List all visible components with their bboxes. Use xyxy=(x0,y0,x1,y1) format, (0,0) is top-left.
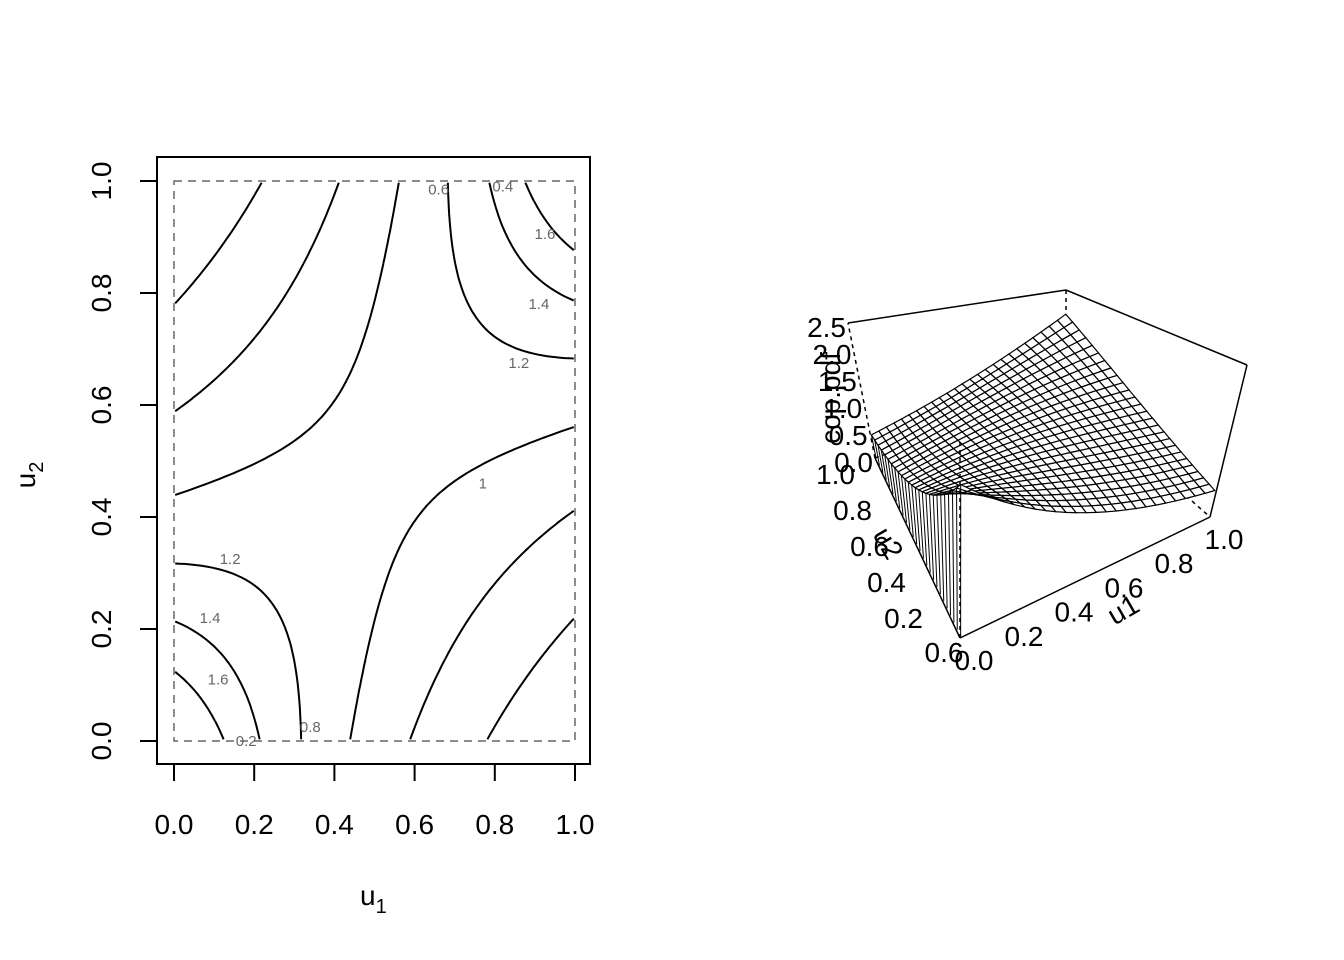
surface-skirt-line xyxy=(884,454,891,488)
y-tick-label: 0.8 xyxy=(86,274,117,313)
surface-skirt-line xyxy=(911,485,918,545)
box-edge xyxy=(874,457,961,639)
contour-label: 1.4 xyxy=(528,296,549,313)
surface-skirt-line xyxy=(894,467,901,509)
u1-tick-label: 0.0 xyxy=(955,645,994,676)
surface-skirt-line xyxy=(907,482,914,537)
contour-label: 0.4 xyxy=(492,179,513,196)
y-axis-title-main: u xyxy=(10,473,41,489)
surface-skirt-line xyxy=(944,494,948,609)
surface-skirt-line xyxy=(951,490,955,623)
u1-tick-label: 0.8 xyxy=(1155,548,1194,579)
z-tick-label: 1.0 xyxy=(823,393,862,424)
surface-3d-plot: 0.00.20.40.60.81.00.20.40.60.81.00.60.00… xyxy=(807,289,1248,676)
surface-skirt-line xyxy=(936,495,941,595)
y-tick-label: 0.6 xyxy=(86,386,117,425)
contour-lines xyxy=(174,182,575,740)
contour-label: 1.6 xyxy=(208,671,229,688)
x-tick-label: 0.6 xyxy=(395,809,434,840)
contour-plot: 0.20.81.21.41.611.21.41.60.6 0.4 0.0 0.2 0.… xyxy=(10,156,595,918)
y-tick-label: 1.0 xyxy=(86,162,117,201)
u1-tick-label: 1.0 xyxy=(1205,524,1244,555)
surface-skirt-line xyxy=(877,445,884,473)
x-axis-title-main: u xyxy=(360,880,376,911)
box-edge xyxy=(1065,289,1248,366)
surface-skirt-line xyxy=(932,495,938,587)
surface-skirt-line xyxy=(918,489,924,559)
surface-skirt-line xyxy=(956,487,958,630)
contour-label: 0.8 xyxy=(300,719,321,736)
surface-skirt-line xyxy=(874,440,880,466)
z-tick-label: 0.5 xyxy=(829,420,868,451)
x-tick-label: 0.8 xyxy=(475,809,514,840)
surface-skirt-line xyxy=(870,434,877,459)
surface-facet xyxy=(1198,483,1216,494)
surface-skirt-line xyxy=(880,450,887,480)
y-tick-label: 0.0 xyxy=(86,722,117,761)
x-tick-label: 0.2 xyxy=(235,809,274,840)
x-tick-label: 0.4 xyxy=(315,809,354,840)
contour-label: 1 xyxy=(479,475,487,492)
u2-tick-label: 1.0 xyxy=(816,459,855,490)
box-edge xyxy=(847,289,1067,324)
z-tick-label: 1.5 xyxy=(818,366,857,397)
u1-tick-label: 0.2 xyxy=(1005,621,1044,652)
contour-line-1-6 xyxy=(174,182,575,740)
surface-skirt-line xyxy=(900,475,908,523)
box-edge xyxy=(959,516,1211,639)
u2-tick-label: 0.6 xyxy=(850,531,889,562)
x-tick-label: 1.0 xyxy=(556,809,595,840)
surface-skirt-line xyxy=(887,459,894,495)
surface-mesh xyxy=(870,313,1216,637)
surface-skirt-line xyxy=(921,491,928,566)
surface-skirt-line xyxy=(929,494,935,580)
y-tick-label: 0.2 xyxy=(86,610,117,649)
contour-label: 1.4 xyxy=(200,610,221,627)
x-tick-label: 0.0 xyxy=(155,809,194,840)
unit-square-dashed xyxy=(173,180,576,742)
surface-skirt-line xyxy=(890,463,897,502)
x-axis-title-subscript: 1 xyxy=(376,896,387,918)
contour-label: 0.6 xyxy=(428,181,449,198)
contour-line-1 xyxy=(174,182,575,740)
y-axis-title: u2 xyxy=(10,462,48,489)
u1-tick-label: 0.6 xyxy=(1105,572,1144,603)
contour-line-0-8 xyxy=(174,182,575,740)
contour-line-1-4 xyxy=(174,182,575,740)
surface-skirt-line xyxy=(897,471,904,516)
contour-line-1-2 xyxy=(175,182,574,740)
z-tick-label: 0.0 xyxy=(834,447,873,478)
z-axis-title: cop.pdf xyxy=(815,352,846,444)
z-tick-label: 2.0 xyxy=(812,339,851,370)
surface-skirt-line xyxy=(925,493,931,573)
u2-tick-label: 0.4 xyxy=(867,567,906,598)
u2-tick-label: 0.6 xyxy=(925,637,964,668)
y-tick-label: 0.4 xyxy=(86,498,117,537)
x-axis-title: u1 xyxy=(360,880,387,918)
y-axis-title-subscript: 2 xyxy=(26,462,48,473)
u1-tick-label: 0.4 xyxy=(1055,597,1094,628)
contour-label: 1.2 xyxy=(220,551,241,568)
surface-skirt-line xyxy=(947,492,952,616)
u2-tick-label: 0.2 xyxy=(884,603,923,634)
contour-labels: 0.20.81.21.41.611.21.41.60.6 0.4 xyxy=(200,179,556,750)
box-edge xyxy=(1209,364,1248,518)
x-axis: 0.0 0.2 0.4 0.6 0.8 1.0 xyxy=(155,763,595,840)
box-edge-hidden xyxy=(847,322,876,459)
surface-axis-labels: 0.00.20.40.60.81.00.20.40.60.81.00.60.00… xyxy=(807,312,1243,676)
u2-tick-label: 0.8 xyxy=(833,495,872,526)
surface-skirt-line xyxy=(904,478,911,530)
bounding-box-front xyxy=(874,364,1248,639)
surface-skirt-line xyxy=(940,494,945,602)
z-tick-label: 2.5 xyxy=(807,312,846,343)
contour-label: 1.2 xyxy=(508,355,529,372)
contour-line-0-6 xyxy=(174,182,575,740)
y-axis: 0.0 0.2 0.4 0.6 0.8 1.0 xyxy=(86,162,158,761)
contour-label: 1.6 xyxy=(534,226,555,243)
surface-skirt-line xyxy=(914,487,921,552)
